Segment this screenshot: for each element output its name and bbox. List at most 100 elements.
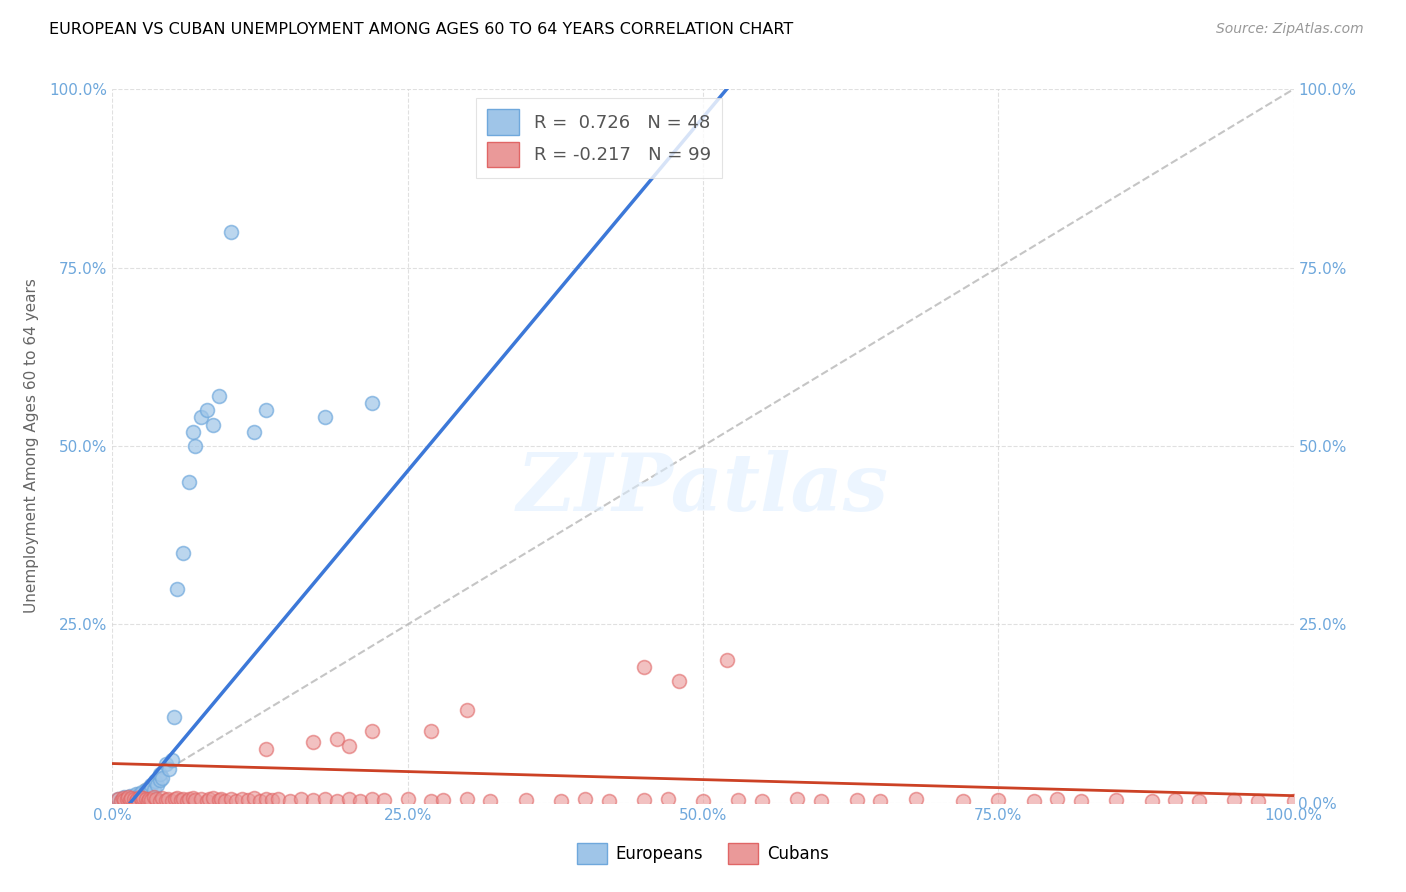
Point bbox=[112, 790, 135, 805]
Point bbox=[117, 790, 139, 805]
Point bbox=[598, 794, 620, 808]
Point bbox=[810, 794, 832, 808]
Point bbox=[136, 794, 159, 808]
Point bbox=[142, 783, 165, 797]
Point bbox=[111, 791, 134, 805]
Point bbox=[146, 778, 169, 792]
Point bbox=[155, 793, 177, 807]
Point bbox=[267, 791, 290, 805]
Point bbox=[1223, 793, 1246, 807]
Point bbox=[172, 791, 194, 805]
Point bbox=[727, 793, 749, 807]
Point bbox=[120, 789, 142, 804]
Point bbox=[302, 793, 325, 807]
Point bbox=[1282, 794, 1305, 808]
Point bbox=[479, 794, 502, 808]
Point bbox=[107, 792, 129, 806]
Point bbox=[1140, 794, 1163, 808]
Point bbox=[112, 790, 135, 805]
Point bbox=[149, 772, 172, 787]
Point bbox=[157, 762, 180, 776]
Point bbox=[172, 546, 194, 560]
Point bbox=[112, 793, 135, 807]
Point bbox=[198, 792, 221, 806]
Point bbox=[155, 756, 177, 771]
Point bbox=[314, 791, 336, 805]
Point bbox=[166, 582, 188, 596]
Point bbox=[869, 794, 891, 808]
Point bbox=[128, 787, 150, 801]
Legend: Europeans, Cubans: Europeans, Cubans bbox=[571, 837, 835, 871]
Point bbox=[134, 789, 156, 803]
Point bbox=[160, 753, 183, 767]
Point bbox=[396, 792, 419, 806]
Point bbox=[107, 792, 129, 806]
Point bbox=[302, 735, 325, 749]
Point bbox=[127, 789, 149, 803]
Point bbox=[456, 703, 478, 717]
Point bbox=[120, 793, 142, 807]
Point bbox=[420, 724, 443, 739]
Point bbox=[150, 790, 173, 805]
Point bbox=[786, 792, 808, 806]
Point bbox=[181, 790, 204, 805]
Point bbox=[326, 731, 349, 746]
Point bbox=[208, 793, 231, 807]
Point bbox=[195, 403, 218, 417]
Point bbox=[243, 425, 266, 439]
Point bbox=[127, 791, 149, 805]
Point bbox=[112, 793, 135, 807]
Point bbox=[120, 793, 142, 807]
Point bbox=[716, 653, 738, 667]
Point bbox=[141, 778, 163, 792]
Point bbox=[337, 792, 360, 806]
Legend: R =  0.726   N = 48, R = -0.217   N = 99: R = 0.726 N = 48, R = -0.217 N = 99 bbox=[475, 98, 721, 178]
Point bbox=[692, 794, 714, 808]
Point bbox=[170, 793, 193, 807]
Text: Source: ZipAtlas.com: Source: ZipAtlas.com bbox=[1216, 22, 1364, 37]
Point bbox=[243, 790, 266, 805]
Point bbox=[142, 790, 165, 805]
Point bbox=[845, 793, 868, 807]
Point bbox=[952, 794, 974, 808]
Point bbox=[904, 792, 927, 806]
Point bbox=[231, 791, 253, 805]
Point bbox=[120, 790, 142, 805]
Point bbox=[1105, 793, 1128, 807]
Point bbox=[1188, 794, 1211, 808]
Point bbox=[214, 794, 236, 808]
Point bbox=[254, 403, 277, 417]
Point bbox=[633, 793, 655, 807]
Point bbox=[349, 794, 371, 808]
Point bbox=[420, 794, 443, 808]
Y-axis label: Unemployment Among Ages 60 to 64 years: Unemployment Among Ages 60 to 64 years bbox=[24, 278, 38, 614]
Point bbox=[987, 793, 1010, 807]
Point bbox=[131, 793, 153, 807]
Point bbox=[117, 790, 139, 805]
Point bbox=[145, 792, 167, 806]
Point bbox=[135, 783, 157, 797]
Point bbox=[149, 767, 172, 781]
Point bbox=[238, 793, 260, 807]
Point bbox=[1046, 792, 1069, 806]
Point bbox=[432, 793, 454, 807]
Point bbox=[201, 790, 224, 805]
Point bbox=[166, 790, 188, 805]
Point bbox=[326, 794, 349, 808]
Point bbox=[190, 791, 212, 805]
Point bbox=[208, 389, 231, 403]
Point bbox=[163, 710, 186, 724]
Point bbox=[1164, 793, 1187, 807]
Point bbox=[1247, 794, 1270, 808]
Point bbox=[122, 792, 145, 806]
Point bbox=[132, 790, 155, 805]
Point bbox=[179, 792, 201, 806]
Point bbox=[160, 794, 183, 808]
Point bbox=[278, 794, 301, 808]
Point bbox=[110, 794, 132, 808]
Point bbox=[156, 791, 179, 805]
Point bbox=[361, 724, 384, 739]
Point bbox=[515, 793, 537, 807]
Point bbox=[201, 417, 224, 432]
Point bbox=[361, 791, 384, 805]
